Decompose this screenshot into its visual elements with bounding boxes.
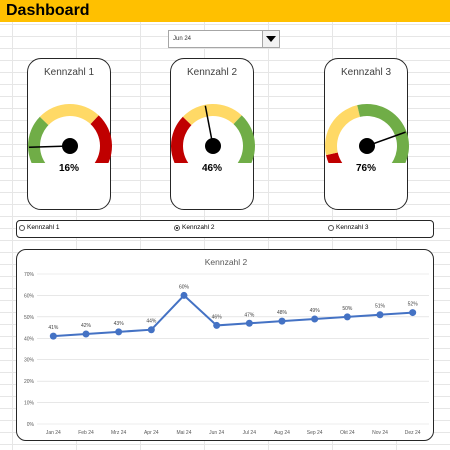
gauge-card-3: Kennzahl 3 76% bbox=[324, 58, 409, 210]
series-line bbox=[53, 294, 413, 338]
chevron-down-icon bbox=[266, 36, 276, 42]
y-tick-label: 30% bbox=[24, 358, 35, 364]
metric-selector: Kennzahl 1 Kennzahl 2 Kennzahl 3 bbox=[16, 220, 434, 238]
data-label: 43% bbox=[114, 321, 125, 327]
data-label: 50% bbox=[342, 306, 353, 312]
data-point bbox=[278, 317, 286, 325]
x-tick-label: Aug 24 bbox=[274, 430, 290, 436]
y-tick-label: 20% bbox=[24, 379, 35, 385]
x-tick-label: Jan 24 bbox=[46, 430, 61, 436]
gauge-value: 76% bbox=[355, 163, 376, 174]
gauge-hub bbox=[62, 138, 78, 154]
x-tick-label: Mrz 24 bbox=[111, 430, 127, 436]
gauge-segment bbox=[90, 115, 112, 163]
gauge-card-2: Kennzahl 2 46% bbox=[170, 58, 255, 210]
data-label: 60% bbox=[179, 284, 190, 290]
data-label: 52% bbox=[408, 302, 419, 308]
gauge-title: Kennzahl 3 bbox=[340, 67, 392, 78]
data-label: 42% bbox=[81, 323, 92, 329]
x-tick-label: Sep 24 bbox=[307, 430, 323, 436]
data-point bbox=[115, 328, 123, 336]
radio-button[interactable] bbox=[174, 224, 180, 231]
x-tick-label: Dez 24 bbox=[405, 430, 421, 436]
y-tick-label: 40% bbox=[24, 336, 35, 342]
month-dropdown-value: Jun 24 bbox=[173, 36, 192, 42]
y-tick-label: 0% bbox=[27, 422, 35, 428]
radio-label: Kennzahl 1 bbox=[27, 224, 60, 231]
gauge-hub bbox=[205, 138, 221, 154]
data-point bbox=[49, 332, 57, 340]
line-chart-panel: Kennzahl 2 0% 10% 20% 30% 40% 50% 60% 70% Jan 24… bbox=[16, 249, 434, 441]
radio-button[interactable] bbox=[19, 224, 25, 231]
data-label: 47% bbox=[244, 312, 255, 318]
data-point bbox=[180, 291, 188, 299]
chart-title: Kennzahl 2 bbox=[205, 257, 248, 267]
line-chart: Kennzahl 2 0% 10% 20% 30% 40% 50% 60% 70% Jan 24… bbox=[24, 257, 429, 436]
y-tick-label: 70% bbox=[24, 272, 35, 278]
month-dropdown[interactable]: Jun 24 bbox=[168, 30, 280, 48]
gauge-segment bbox=[233, 115, 255, 163]
data-point bbox=[245, 319, 253, 327]
data-point bbox=[147, 326, 155, 334]
title-bar: Dashboard bbox=[0, 0, 450, 22]
data-point bbox=[311, 315, 319, 323]
radio-kennzahl-1[interactable]: Kennzahl 1 bbox=[19, 224, 60, 231]
data-label: 41% bbox=[48, 325, 59, 331]
gauge-segment bbox=[28, 116, 49, 163]
gauge-value: 46% bbox=[201, 163, 222, 174]
data-label: 48% bbox=[277, 310, 288, 316]
data-label: 51% bbox=[375, 304, 386, 310]
y-tick-label: 50% bbox=[24, 315, 35, 321]
page-title: Dashboard bbox=[6, 2, 90, 19]
gauge-segment bbox=[357, 104, 409, 163]
gauge-1 bbox=[28, 104, 112, 163]
radio-kennzahl-2[interactable]: Kennzahl 2 bbox=[174, 224, 215, 231]
radio-kennzahl-3[interactable]: Kennzahl 3 bbox=[328, 224, 369, 231]
x-tick-label: Jul 24 bbox=[243, 430, 257, 436]
y-tick-label: 10% bbox=[24, 401, 35, 407]
data-point bbox=[409, 309, 417, 317]
gauge-card-1: Kennzahl 1 16% bbox=[27, 58, 112, 210]
x-tick-label: Feb 24 bbox=[78, 430, 94, 436]
data-point bbox=[376, 311, 384, 319]
x-tick-label: Jun 24 bbox=[209, 430, 224, 436]
gauge-segment bbox=[171, 116, 192, 163]
data-label: 44% bbox=[146, 319, 157, 325]
gauge-value: 16% bbox=[58, 163, 79, 174]
data-point bbox=[82, 330, 90, 338]
data-label: 46% bbox=[212, 314, 223, 320]
gauge-segment bbox=[326, 152, 343, 163]
gauge-segment bbox=[325, 105, 360, 156]
radio-button[interactable] bbox=[328, 224, 334, 231]
radio-label: Kennzahl 2 bbox=[182, 224, 215, 231]
x-tick-label: Nov 24 bbox=[372, 430, 388, 436]
data-point bbox=[343, 313, 351, 321]
gauge-title: Kennzahl 2 bbox=[186, 67, 238, 78]
gauge-2 bbox=[171, 104, 255, 163]
x-tick-label: Mai 24 bbox=[176, 430, 191, 436]
data-point bbox=[213, 321, 221, 329]
gauge-segment bbox=[182, 104, 242, 126]
radio-label: Kennzahl 3 bbox=[336, 224, 369, 231]
dropdown-arrow-button[interactable] bbox=[262, 31, 279, 47]
x-tick-label: Apr 24 bbox=[144, 430, 159, 436]
gauge-title: Kennzahl 1 bbox=[43, 67, 95, 78]
gauge-segment bbox=[39, 104, 99, 126]
data-label: 49% bbox=[310, 308, 321, 314]
y-tick-label: 60% bbox=[24, 293, 35, 299]
gauge-hub bbox=[359, 138, 375, 154]
gauge-3 bbox=[325, 104, 409, 163]
x-tick-label: Okt 24 bbox=[340, 430, 355, 436]
